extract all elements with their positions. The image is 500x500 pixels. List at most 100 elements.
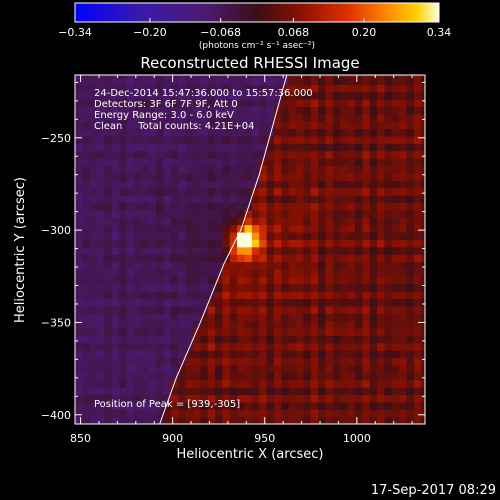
heatmap-cell <box>97 239 106 248</box>
heatmap-cell <box>310 150 319 159</box>
heatmap-cell <box>126 283 135 292</box>
heatmap-cell <box>82 158 91 167</box>
heatmap-cell <box>259 121 268 130</box>
heatmap-cell <box>421 128 425 137</box>
heatmap-cell <box>192 276 201 285</box>
heatmap-cell <box>384 165 393 174</box>
heatmap-cell <box>288 335 297 344</box>
heatmap-cell <box>75 394 83 403</box>
heatmap-cell <box>413 387 422 396</box>
heatmap-cell <box>355 113 363 122</box>
heatmap-cell <box>215 387 223 396</box>
heatmap-cell <box>156 350 165 359</box>
heatmap-cell <box>133 298 142 307</box>
heatmap-cell <box>288 195 297 204</box>
heatmap-cell <box>163 335 172 344</box>
heatmap-cell <box>281 327 290 336</box>
heatmap-cell <box>244 143 253 152</box>
heatmap-cell <box>384 387 393 396</box>
heatmap-cell <box>126 135 135 144</box>
heatmap-cell <box>384 121 393 130</box>
heatmap-cell <box>229 276 238 285</box>
heatmap-cell <box>244 379 253 388</box>
heatmap-cell <box>111 350 120 359</box>
heatmap-cell <box>133 150 142 159</box>
heatmap-cell <box>391 121 400 130</box>
heatmap-cell <box>119 143 128 152</box>
heatmap-cell <box>111 91 120 100</box>
heatmap-cell <box>347 313 356 322</box>
heatmap-cell <box>141 394 150 403</box>
heatmap-cell <box>111 246 120 255</box>
heatmap-cell <box>281 143 290 152</box>
heatmap-cell <box>185 75 194 78</box>
heatmap-cell <box>192 416 201 424</box>
heatmap-cell <box>259 335 268 344</box>
heatmap-cell <box>384 327 393 336</box>
heatmap-cell <box>111 224 120 233</box>
heatmap-cell <box>369 165 378 174</box>
heatmap-cell <box>266 335 275 344</box>
heatmap-cell <box>413 99 422 107</box>
heatmap-cell <box>207 283 216 292</box>
heatmap-cell <box>207 401 216 410</box>
heatmap-cell <box>89 187 98 196</box>
heatmap-cell <box>273 276 282 285</box>
heatmap-cell <box>229 364 238 373</box>
heatmap-cell <box>244 172 253 181</box>
heatmap-cell <box>148 379 157 388</box>
heatmap-cell <box>185 394 194 403</box>
heatmap-cell <box>75 180 83 189</box>
heatmap-cell <box>391 291 400 300</box>
heatmap-cell <box>222 372 231 381</box>
heatmap-cell <box>75 320 83 329</box>
heatmap-cell <box>369 209 378 218</box>
heatmap-cell <box>310 84 319 93</box>
heatmap-cell <box>104 143 113 152</box>
heatmap-cell <box>185 172 194 181</box>
heatmap-cell <box>362 172 371 181</box>
heatmap-cell <box>281 401 290 410</box>
heatmap-cell <box>391 202 400 211</box>
heatmap-cell <box>119 401 128 410</box>
heatmap-cell <box>237 268 246 277</box>
heatmap-cell <box>318 268 327 277</box>
heatmap-cell <box>377 113 386 122</box>
heatmap-cell <box>119 246 128 255</box>
heatmap-cell <box>340 128 349 137</box>
heatmap-cell <box>325 143 334 152</box>
heatmap-cell <box>251 224 260 233</box>
heatmap-cell <box>347 231 356 240</box>
heatmap-cell <box>281 246 290 255</box>
heatmap-cell <box>259 394 268 403</box>
heatmap-cell <box>406 409 415 418</box>
heatmap-cell <box>133 224 142 233</box>
heatmap-cell <box>89 416 98 424</box>
heatmap-cell <box>126 364 135 373</box>
heatmap-cell <box>82 150 91 159</box>
heatmap-cell <box>156 224 165 233</box>
heatmap-cell <box>369 143 378 152</box>
heatmap-cell <box>178 416 187 424</box>
heatmap-cell <box>82 135 91 144</box>
heatmap-cell <box>133 320 142 329</box>
heatmap-cell <box>141 224 150 233</box>
heatmap-cell <box>170 180 179 189</box>
heatmap-cell <box>332 143 341 152</box>
heatmap-cell <box>156 313 165 322</box>
heatmap-cell <box>369 150 378 159</box>
heatmap-cell <box>273 121 282 130</box>
heatmap-cell <box>229 350 238 359</box>
heatmap-cell <box>97 291 106 300</box>
heatmap-cell <box>340 91 349 100</box>
heatmap-cell <box>126 401 135 410</box>
heatmap-cells <box>75 75 425 424</box>
heatmap-cell <box>126 409 135 418</box>
heatmap-cell <box>207 180 216 189</box>
heatmap-cell <box>347 364 356 373</box>
heatmap-cell <box>244 313 253 322</box>
x-axis-title: Heliocentric X (arcsec) <box>177 447 324 462</box>
heatmap-cell <box>377 217 386 226</box>
heatmap-cell <box>237 364 246 373</box>
heatmap-cell <box>251 84 260 93</box>
